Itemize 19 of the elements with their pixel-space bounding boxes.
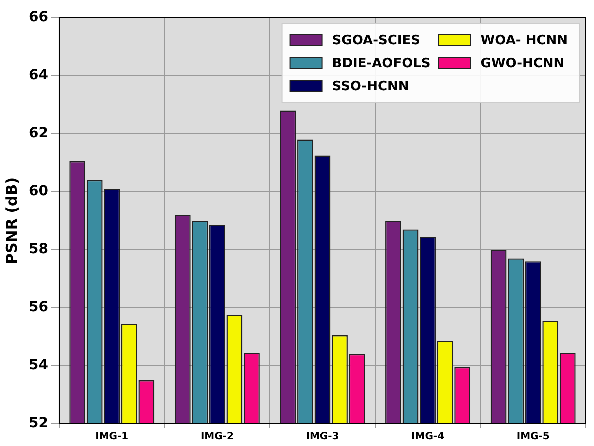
x-tick-label: IMG-4 [412,432,445,443]
x-tick-label: IMG-1 [96,432,129,443]
x-tick-label: IMG-5 [516,432,550,443]
y-tick-label: 64 [29,68,49,84]
y-tick-label: 62 [29,126,48,142]
x-tick-label: IMG-3 [306,432,340,443]
legend-label: BDIE-AOFOLS [332,56,431,72]
legend-label: SSO-HCNN [332,79,410,94]
x-tick-label: IMG-2 [200,432,234,443]
y-tick-label: 56 [29,300,48,316]
y-tick-label: 66 [29,10,48,26]
y-tick-label: 52 [29,416,48,432]
legend-label: GWO-HCNN [480,56,565,72]
legend-label: SGOA-SCIES [332,33,420,48]
legend-label: WOA- HCNN [480,33,568,48]
y-tick-label: 58 [29,242,48,258]
y-tick-label: 60 [29,184,49,200]
y-axis-title: PSNR (dB) [2,177,21,265]
y-tick-label: 54 [29,358,49,374]
